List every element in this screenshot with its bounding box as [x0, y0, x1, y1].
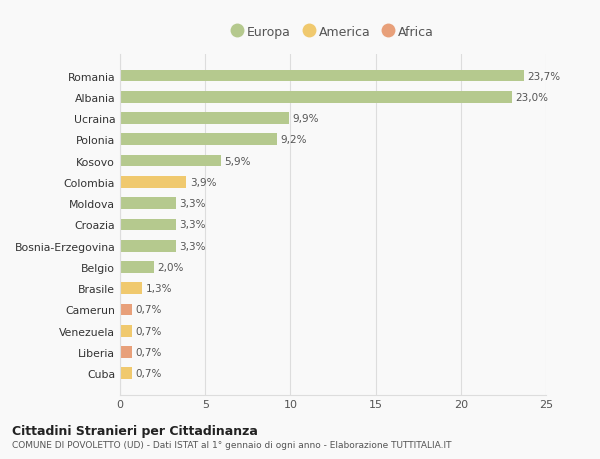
Text: 9,2%: 9,2%: [280, 135, 307, 145]
Text: 3,3%: 3,3%: [179, 199, 206, 209]
Text: 9,9%: 9,9%: [292, 114, 319, 124]
Text: 1,3%: 1,3%: [146, 284, 172, 294]
Text: 0,7%: 0,7%: [136, 347, 162, 357]
Bar: [120, 283, 142, 294]
Bar: [120, 113, 289, 125]
Text: 2,0%: 2,0%: [157, 263, 184, 272]
Text: 3,3%: 3,3%: [179, 241, 206, 251]
Bar: [120, 262, 154, 273]
Bar: [120, 347, 132, 358]
Text: 0,7%: 0,7%: [136, 305, 162, 315]
Bar: [120, 177, 187, 188]
Text: 0,7%: 0,7%: [136, 326, 162, 336]
Text: 3,9%: 3,9%: [190, 178, 217, 187]
Bar: [120, 368, 132, 379]
Text: 23,7%: 23,7%: [527, 71, 560, 81]
Bar: [120, 92, 512, 103]
Bar: [120, 134, 277, 146]
Text: 0,7%: 0,7%: [136, 369, 162, 379]
Text: 3,3%: 3,3%: [179, 220, 206, 230]
Bar: [120, 71, 524, 82]
Text: Cittadini Stranieri per Cittadinanza: Cittadini Stranieri per Cittadinanza: [12, 424, 258, 437]
Bar: [120, 241, 176, 252]
Bar: [120, 198, 176, 209]
Bar: [120, 156, 221, 167]
Bar: [120, 325, 132, 337]
Text: COMUNE DI POVOLETTO (UD) - Dati ISTAT al 1° gennaio di ogni anno - Elaborazione : COMUNE DI POVOLETTO (UD) - Dati ISTAT al…: [12, 441, 452, 449]
Text: 5,9%: 5,9%: [224, 156, 250, 166]
Bar: [120, 304, 132, 316]
Bar: [120, 219, 176, 231]
Legend: Europa, America, Africa: Europa, America, Africa: [227, 21, 439, 44]
Text: 23,0%: 23,0%: [515, 93, 548, 102]
